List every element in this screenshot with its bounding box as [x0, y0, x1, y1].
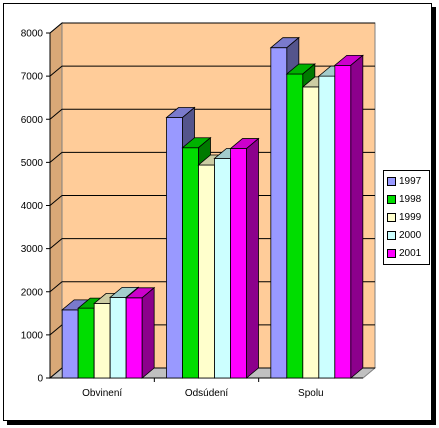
bar-front-1999-2: [302, 86, 320, 379]
legend-label-1997: 1997: [399, 175, 422, 187]
y-tick-label-8000: 8000: [21, 29, 44, 40]
x-tick-label-1: Odsúdení: [185, 388, 229, 399]
bar-front-2001-0: [125, 297, 143, 379]
bar-front-1999-1: [198, 164, 215, 379]
bar-front-1998-1: [182, 147, 199, 379]
bar-side-2001-0: [141, 286, 155, 379]
legend-item-2000: 2000: [387, 227, 421, 243]
legend-label-2001: 2001: [399, 247, 422, 259]
y-tick-label-5000: 5000: [21, 158, 44, 169]
legend-label-1998: 1998: [399, 193, 422, 205]
y-tick-label-2000: 2000: [21, 287, 44, 298]
y-tick-label-1000: 1000: [21, 330, 44, 341]
legend-item-1997: 1997: [387, 173, 421, 189]
bar-front-2001-1: [230, 148, 247, 379]
bar-2001-1: [229, 137, 260, 379]
bar-2001-0: [125, 286, 156, 379]
legend-item-2001: 2001: [387, 245, 421, 261]
bar-front-1999-0: [93, 302, 111, 379]
bar-front-1998-2: [286, 73, 304, 379]
y-axis-tick-labels: 0 1000 2000 3000 4000 5000 6000 7000 8000: [21, 29, 44, 385]
legend-swatch-2001: [387, 248, 396, 258]
bar-front-2000-2: [318, 75, 336, 379]
legend-label-2000: 2000: [399, 229, 422, 241]
bar-front-2001-2: [334, 64, 352, 379]
legend-label-1999: 1999: [399, 211, 422, 223]
y-tick-label-0: 0: [37, 374, 43, 385]
bar-front-1997-2: [270, 47, 288, 379]
legend-swatch-2000: [387, 230, 396, 240]
legend-swatch-1997: [387, 176, 396, 186]
legend-item-1998: 1998: [387, 191, 421, 207]
legend-swatch-1999: [387, 212, 396, 222]
y-tick-label-4000: 4000: [21, 201, 44, 212]
legend-item-1999: 1999: [387, 209, 421, 225]
legend: 1997 1998 1999 2000 2001: [383, 170, 430, 265]
bar-side-2001-2: [350, 54, 364, 379]
gridline-8000: [49, 22, 375, 34]
legend-swatch-1998: [387, 194, 396, 204]
bar-2001-2: [333, 54, 364, 379]
x-tick-label-2: Spolu: [298, 388, 324, 399]
bar-front-1998-0: [77, 307, 95, 379]
bars: [61, 36, 364, 379]
y-tick-label-3000: 3000: [21, 244, 44, 255]
bar-front-1997-0: [61, 309, 79, 379]
y-tick-label-7000: 7000: [21, 72, 44, 83]
bar-front-1997-1: [166, 117, 183, 379]
x-tick-label-0: Obvinení: [82, 388, 122, 399]
bar-front-2000-0: [109, 296, 127, 379]
bar-front-2000-1: [214, 158, 231, 379]
y-tick-label-6000: 6000: [21, 115, 44, 126]
x-axis-category-labels: Obvinení Odsúdení Spolu: [82, 388, 323, 399]
bar-side-2001-1: [246, 137, 259, 379]
